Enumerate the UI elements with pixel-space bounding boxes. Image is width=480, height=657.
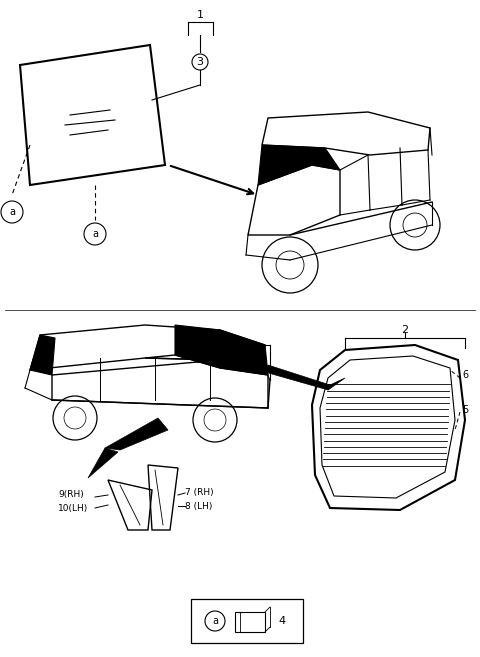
Polygon shape xyxy=(328,378,345,390)
Text: 4: 4 xyxy=(278,616,285,626)
Text: 6: 6 xyxy=(462,370,468,380)
Text: a: a xyxy=(9,207,15,217)
Polygon shape xyxy=(175,325,268,375)
Text: 9(RH): 9(RH) xyxy=(58,491,84,499)
Text: 1: 1 xyxy=(196,10,204,20)
Polygon shape xyxy=(105,418,168,450)
Text: a: a xyxy=(92,229,98,239)
Polygon shape xyxy=(88,448,118,478)
Polygon shape xyxy=(265,365,330,390)
Polygon shape xyxy=(258,145,340,185)
Polygon shape xyxy=(30,335,55,375)
Text: 3: 3 xyxy=(196,57,204,67)
Text: a: a xyxy=(212,616,218,626)
Text: 5: 5 xyxy=(462,405,468,415)
Text: 8 (LH): 8 (LH) xyxy=(185,501,212,510)
Text: 7 (RH): 7 (RH) xyxy=(185,489,214,497)
Text: 10(LH): 10(LH) xyxy=(58,503,88,512)
Text: 2: 2 xyxy=(401,325,408,335)
